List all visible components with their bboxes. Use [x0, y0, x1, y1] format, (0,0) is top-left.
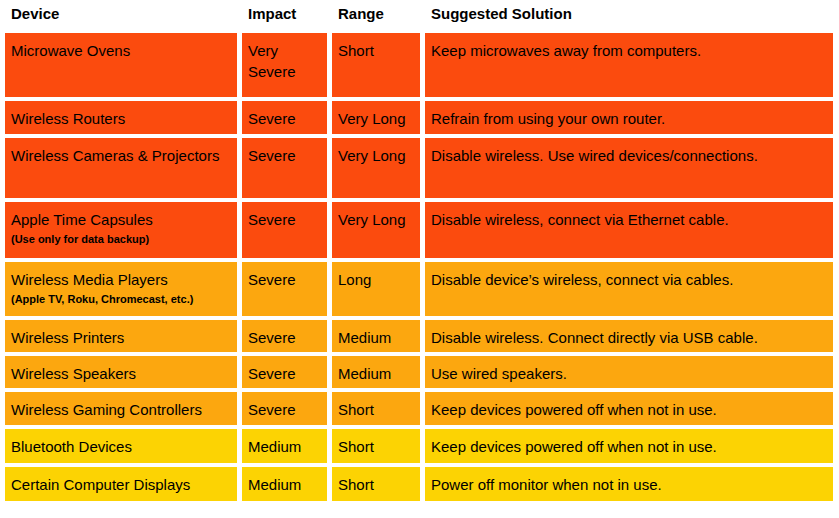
device-note: (Use only for data backup) [11, 232, 231, 246]
header-cell-range: Range [332, 0, 420, 23]
table-row: Wireless Speakers SevereMediumUse wired s… [5, 356, 833, 388]
table-row: Certain Computer Displays MediumShortPowe… [5, 467, 833, 501]
solution-cell: Keep microwaves away from computers. [425, 33, 833, 97]
range-cell: Medium [332, 320, 420, 352]
table-body: Microwave OvensVery SevereShortKeep micr… [5, 33, 833, 501]
range-cell: Very Long [332, 101, 420, 134]
range-cell: Long [332, 262, 420, 316]
range-cell: Short [332, 33, 420, 97]
device-cell: Wireless Routers [5, 101, 237, 134]
header-cell-device: Device [5, 0, 237, 23]
range-cell: Very Long [332, 202, 420, 258]
header-cell-impact: Impact [242, 0, 327, 23]
impact-cell: Severe [242, 138, 327, 198]
table-row: Wireless Cameras & Projectors SevereVery … [5, 138, 833, 198]
range-cell: Very Long [332, 138, 420, 198]
impact-cell: Severe [242, 101, 327, 134]
solution-cell: Power off monitor when not in use. [425, 467, 833, 501]
impact-cell: Medium [242, 467, 327, 501]
solution-cell: Disable wireless. Connect directly via U… [425, 320, 833, 352]
solution-cell: Keep devices powered off when not in use… [425, 392, 833, 425]
device-cell: Wireless Gaming Controllers [5, 392, 237, 425]
device-cell: Wireless Media Players (Apple TV, Roku, C… [5, 262, 237, 316]
device-name: Wireless Gaming Controllers [11, 401, 202, 418]
table-row: Wireless Media Players (Apple TV, Roku, C… [5, 262, 833, 316]
device-cell: Wireless Printers [5, 320, 237, 352]
device-cell: Wireless Cameras & Projectors [5, 138, 237, 198]
solution-cell: Keep devices powered off when not in use… [425, 429, 833, 463]
table-header: Device Impact Range Suggested Solution [5, 0, 833, 33]
range-cell: Medium [332, 356, 420, 388]
device-name: Wireless Cameras & Projectors [11, 147, 219, 164]
solution-cell: Refrain from using your own router. [425, 101, 833, 134]
device-note: (Apple TV, Roku, Chromecast, etc.) [11, 292, 231, 306]
range-cell: Short [332, 467, 420, 501]
solution-cell: Use wired speakers. [425, 356, 833, 388]
device-name: Wireless Media Players [11, 271, 168, 288]
device-name: Wireless Routers [11, 110, 125, 127]
range-cell: Short [332, 429, 420, 463]
impact-cell: Severe [242, 356, 327, 388]
table-row: Bluetooth Devices MediumShortKeep devices… [5, 429, 833, 463]
device-name: Wireless Speakers [11, 365, 136, 382]
device-cell: Apple Time Capsules (Use only for data ba… [5, 202, 237, 258]
solution-cell: Disable wireless. Use wired devices/conn… [425, 138, 833, 198]
range-cell: Short [332, 392, 420, 425]
table-row: Wireless Printers SevereMediumDisable wir… [5, 320, 833, 352]
impact-cell: Medium [242, 429, 327, 463]
table-row: Apple Time Capsules (Use only for data ba… [5, 202, 833, 258]
impact-cell: Severe [242, 262, 327, 316]
impact-cell: Severe [242, 320, 327, 352]
device-name: Bluetooth Devices [11, 438, 132, 455]
impact-cell: Severe [242, 202, 327, 258]
table-row: Microwave Ovens Very SevereShortKeep micr… [5, 33, 833, 97]
impact-cell: Very Severe [242, 33, 327, 97]
device-cell: Microwave Ovens [5, 33, 237, 97]
table-row: Wireless Routers SevereVery LongRefrain f… [5, 101, 833, 134]
device-name: Microwave Ovens [11, 42, 130, 59]
device-cell: Wireless Speakers [5, 356, 237, 388]
impact-cell: Severe [242, 392, 327, 425]
device-cell: Certain Computer Displays [5, 467, 237, 501]
device-cell: Bluetooth Devices [5, 429, 237, 463]
device-name: Certain Computer Displays [11, 476, 190, 493]
device-name: Apple Time Capsules [11, 211, 153, 228]
table-row: Wireless Gaming Controllers SevereShortKe… [5, 392, 833, 425]
interference-table: Device Impact Range Suggested Solution M… [5, 0, 833, 501]
header-cell-suggested-solution: Suggested Solution [425, 0, 833, 23]
device-name: Wireless Printers [11, 329, 124, 346]
solution-cell: Disable wireless, connect via Ethernet c… [425, 202, 833, 258]
solution-cell: Disable device’s wireless, connect via c… [425, 262, 833, 316]
